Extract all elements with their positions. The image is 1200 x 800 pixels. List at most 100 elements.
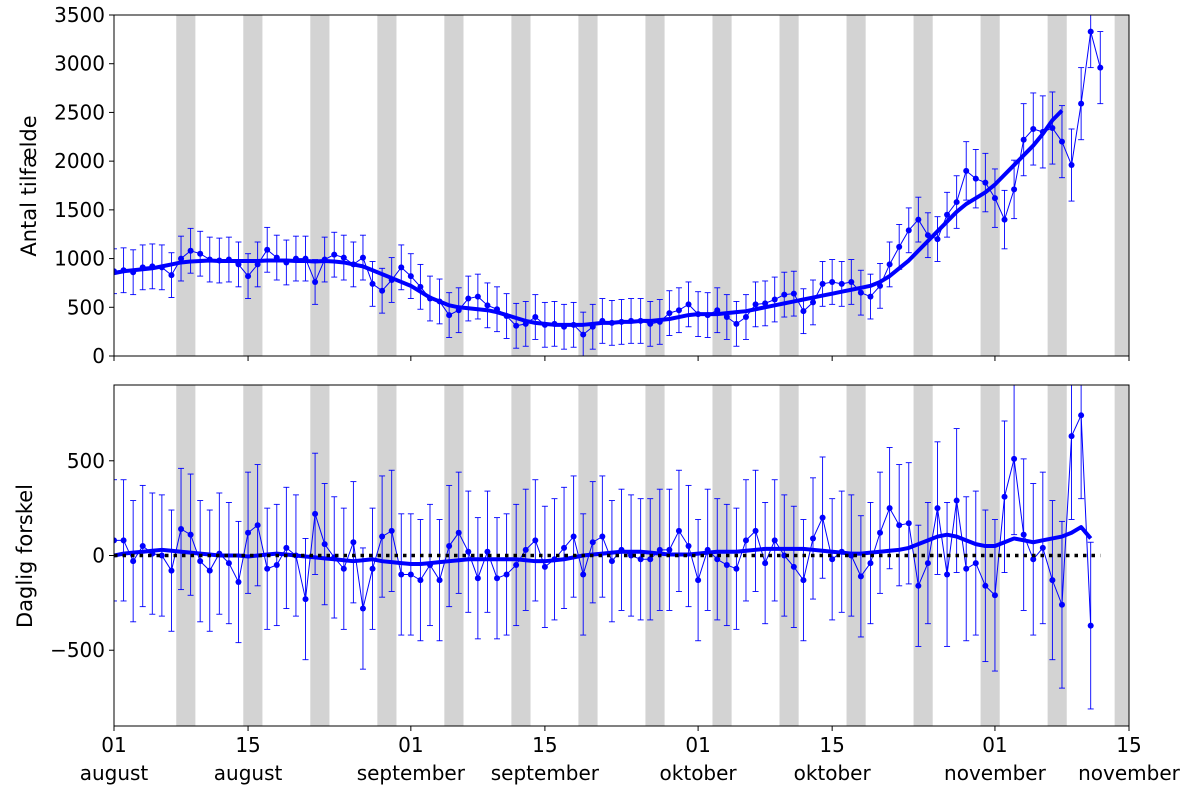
data-point bbox=[896, 243, 903, 250]
data-point bbox=[369, 565, 376, 572]
data-point bbox=[350, 539, 357, 546]
y-tick-label: 0 bbox=[92, 544, 105, 568]
data-point bbox=[666, 310, 673, 317]
data-point bbox=[810, 535, 817, 542]
data-point bbox=[407, 571, 414, 578]
data-point bbox=[474, 293, 481, 300]
x-tick-month: oktober bbox=[660, 761, 738, 785]
data-point bbox=[675, 307, 682, 314]
data-point bbox=[838, 280, 845, 287]
data-point bbox=[379, 533, 386, 540]
weekend-band bbox=[377, 15, 397, 356]
data-point bbox=[178, 525, 185, 532]
data-point bbox=[1058, 601, 1065, 608]
data-point bbox=[982, 582, 989, 589]
data-point bbox=[1030, 125, 1037, 132]
data-point bbox=[1011, 186, 1018, 193]
x-tick-month: september bbox=[491, 761, 600, 785]
data-point bbox=[829, 556, 836, 563]
data-point bbox=[963, 565, 970, 572]
weekend-band bbox=[578, 15, 598, 356]
data-point bbox=[991, 195, 998, 202]
x-tick-day: 01 bbox=[101, 733, 126, 757]
weekend-band bbox=[779, 385, 799, 726]
data-point bbox=[742, 537, 749, 544]
data-point bbox=[474, 575, 481, 582]
data-point bbox=[771, 296, 778, 303]
data-point bbox=[465, 295, 472, 302]
data-point bbox=[197, 558, 204, 565]
weekend-band bbox=[1114, 385, 1129, 726]
data-point bbox=[800, 577, 807, 584]
data-point bbox=[819, 280, 826, 287]
data-point bbox=[541, 563, 548, 570]
data-point bbox=[877, 529, 884, 536]
data-point bbox=[790, 290, 797, 297]
data-point bbox=[273, 561, 280, 568]
data-point bbox=[666, 546, 673, 553]
data-point bbox=[283, 544, 290, 551]
data-point bbox=[168, 567, 175, 574]
data-point bbox=[235, 579, 242, 586]
data-point bbox=[982, 179, 989, 186]
y-tick-label: 3000 bbox=[54, 52, 105, 76]
data-point bbox=[580, 331, 587, 338]
data-point bbox=[829, 278, 836, 285]
data-point bbox=[1097, 64, 1104, 71]
data-point bbox=[1049, 125, 1056, 132]
data-point bbox=[656, 546, 663, 553]
data-point bbox=[886, 505, 893, 512]
data-point bbox=[484, 548, 491, 555]
data-point bbox=[685, 301, 692, 308]
plot-area bbox=[114, 385, 1101, 710]
data-point bbox=[359, 254, 366, 261]
data-point bbox=[695, 577, 702, 584]
data-point bbox=[417, 283, 424, 290]
data-point bbox=[1068, 162, 1075, 169]
data-point bbox=[752, 301, 759, 308]
x-tick-day: 01 bbox=[982, 733, 1007, 757]
data-point bbox=[580, 571, 587, 578]
data-point bbox=[1068, 433, 1075, 440]
x-tick-month: november bbox=[1078, 761, 1181, 785]
data-point bbox=[340, 565, 347, 572]
weekend-shading bbox=[176, 15, 1129, 356]
data-point bbox=[114, 537, 117, 544]
weekend-band bbox=[511, 385, 531, 726]
weekend-band bbox=[444, 15, 464, 356]
data-point bbox=[417, 577, 424, 584]
data-point bbox=[264, 565, 271, 572]
data-point bbox=[599, 533, 606, 540]
data-point bbox=[800, 308, 807, 315]
data-point bbox=[312, 510, 319, 517]
data-point bbox=[905, 227, 912, 234]
x-tick-day: 15 bbox=[819, 733, 844, 757]
x-tick-month: oktober bbox=[794, 761, 872, 785]
weekend-band bbox=[980, 15, 1000, 356]
data-point bbox=[1020, 136, 1027, 143]
data-point bbox=[197, 250, 204, 257]
data-point bbox=[130, 558, 137, 565]
data-point bbox=[484, 302, 491, 309]
data-point bbox=[1020, 531, 1027, 538]
plot-area bbox=[114, 15, 1104, 356]
weekend-band bbox=[645, 385, 665, 726]
weekend-band bbox=[712, 15, 732, 356]
data-point bbox=[321, 541, 328, 548]
y-tick-label: −500 bbox=[50, 638, 105, 662]
data-point bbox=[771, 537, 778, 544]
weekend-band bbox=[511, 15, 531, 356]
data-point bbox=[494, 575, 501, 582]
data-point bbox=[561, 544, 568, 551]
y-tick-label: 500 bbox=[67, 449, 105, 473]
data-point bbox=[781, 291, 788, 298]
data-point bbox=[359, 605, 366, 612]
data-point bbox=[915, 216, 922, 223]
x-tick-month: august bbox=[214, 761, 283, 785]
data-point bbox=[944, 571, 951, 578]
data-point bbox=[963, 167, 970, 174]
data-point bbox=[944, 211, 951, 218]
data-point bbox=[436, 577, 443, 584]
weekend-band bbox=[779, 15, 799, 356]
